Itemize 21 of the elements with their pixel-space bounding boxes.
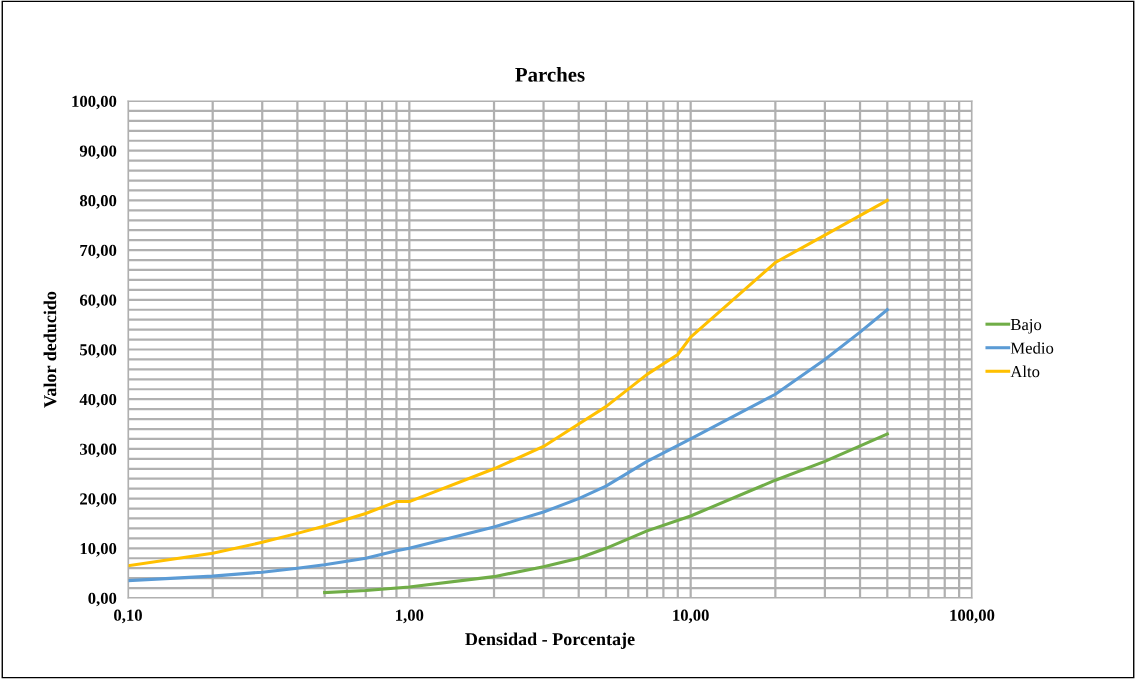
x-tick-label: 10,00	[673, 609, 709, 624]
y-tick-label: 40,00	[79, 393, 117, 408]
y-tick-label: 10,00	[80, 543, 117, 557]
chart-title: Parches	[515, 67, 585, 82]
x-tick-label: 100,00	[950, 609, 995, 624]
y-tick-label: 90,00	[79, 145, 117, 160]
y-tick-label: 60,00	[79, 294, 117, 309]
y-tick-label: 100,00	[72, 95, 117, 110]
y-tick-label: 80,00	[79, 195, 117, 209]
y-tick-label: 30,00	[80, 443, 117, 458]
x-tick-label: 1,00	[396, 609, 424, 624]
y-axis-title: Valor deducido	[43, 291, 57, 408]
legend-label: Bajo	[1010, 318, 1042, 334]
legend-label: Medio	[1010, 341, 1054, 354]
y-tick-label: 20,00	[80, 493, 117, 507]
y-tick-label: 50,00	[80, 344, 117, 358]
legend-label: Alto	[1010, 365, 1040, 378]
x-axis-title: Densidad - Porcentaje	[465, 632, 635, 649]
y-tick-label: 0,00	[88, 592, 117, 607]
y-tick-label: 70,00	[80, 244, 117, 259]
x-tick-label: 0,10	[114, 609, 142, 624]
